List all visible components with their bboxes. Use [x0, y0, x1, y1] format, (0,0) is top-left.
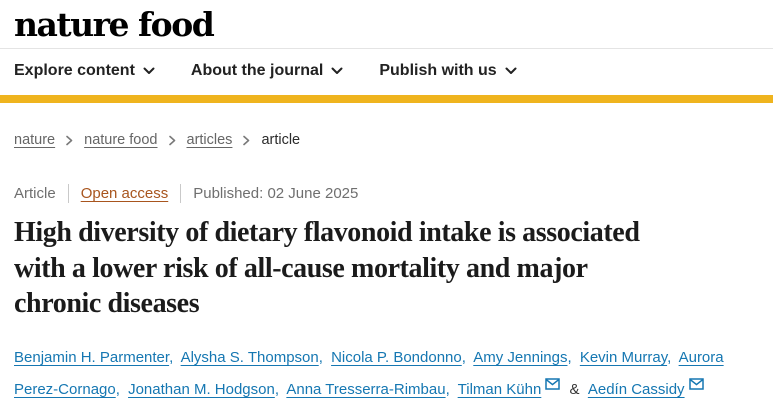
author-separator: ,	[274, 381, 279, 399]
published-date: Published: 02 June 2025	[193, 185, 359, 203]
author-link[interactable]: Aurora Perez-Cornago	[14, 348, 724, 399]
article-title-line: chronic diseases	[14, 288, 200, 320]
breadcrumb: nature nature food articles article	[14, 132, 759, 148]
breadcrumb-articles[interactable]: articles	[186, 132, 233, 149]
meta-divider	[67, 184, 69, 204]
nav-publish-with-us[interactable]: Publish with us	[379, 62, 517, 80]
nav-explore-content-label: Explore content	[14, 62, 135, 80]
chevron-down-icon	[143, 67, 155, 75]
nav-explore-content[interactable]: Explore content	[14, 62, 155, 80]
email-icon[interactable]	[545, 374, 561, 406]
author-ampersand: &	[569, 381, 580, 399]
author-separator: ,	[169, 348, 174, 366]
author-link[interactable]: Benjamin H. Parmenter	[14, 348, 170, 366]
chevron-right-icon	[66, 135, 73, 146]
author-link[interactable]: Jonathan M. Hodgson	[128, 381, 275, 399]
author-link[interactable]: Kevin Murray	[579, 348, 668, 366]
breadcrumb-article-current: article	[261, 132, 301, 149]
author-separator: ,	[445, 381, 450, 399]
meta-divider	[180, 184, 182, 204]
article-title: High diversity of dietary flavonoid inta…	[14, 215, 759, 322]
author-link[interactable]: Anna Tresserra-Rimbau	[286, 381, 446, 399]
author-link[interactable]: Aedín Cassidy	[587, 381, 685, 399]
article-type-label: Article	[14, 185, 56, 203]
author-separator: ,	[567, 348, 572, 366]
author-separator: ,	[461, 348, 466, 366]
main-nav: Explore content About the journal Publis…	[0, 49, 773, 95]
chevron-down-icon	[505, 67, 517, 75]
breadcrumb-nature-food[interactable]: nature food	[84, 132, 158, 149]
journal-logo[interactable]: nature food	[14, 5, 215, 44]
author-link[interactable]: Amy Jennings	[473, 348, 568, 366]
header: nature food	[0, 0, 773, 50]
author-link[interactable]: Tilman Kühn	[457, 381, 542, 399]
article-title-line: with a lower risk of all-cause mortality…	[14, 252, 588, 284]
breadcrumb-nature[interactable]: nature	[14, 132, 56, 149]
chevron-down-icon	[331, 67, 343, 75]
email-icon[interactable]	[688, 374, 704, 406]
author-link[interactable]: Nicola P. Bondonno	[331, 348, 462, 366]
chevron-right-icon	[243, 135, 250, 146]
author-separator: ,	[318, 348, 323, 366]
article-meta: Article Open access Published: 02 June 2…	[14, 184, 759, 204]
author-link[interactable]: Alysha S. Thompson	[180, 348, 319, 366]
author-separator: ,	[115, 381, 120, 399]
nav-about-journal[interactable]: About the journal	[191, 62, 343, 80]
author-separator: ,	[667, 348, 672, 366]
nav-about-journal-label: About the journal	[190, 62, 324, 80]
open-access-link[interactable]: Open access	[80, 185, 169, 203]
article-title-line: High diversity of dietary flavonoid inta…	[14, 217, 640, 249]
brand-accent-bar	[0, 95, 773, 104]
author-list: Benjamin H. Parmenter, Alysha S. Thompso…	[14, 342, 759, 407]
nav-publish-with-us-label: Publish with us	[379, 62, 497, 80]
chevron-right-icon	[168, 135, 176, 146]
